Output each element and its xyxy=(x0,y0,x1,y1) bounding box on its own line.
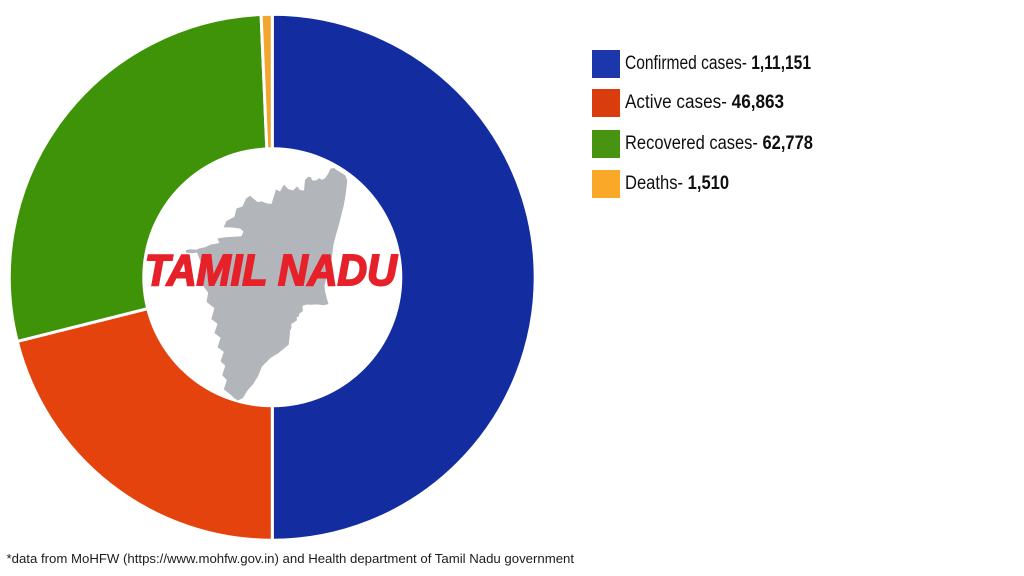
svg-text:TAMIL NADU: TAMIL NADU xyxy=(145,247,398,295)
